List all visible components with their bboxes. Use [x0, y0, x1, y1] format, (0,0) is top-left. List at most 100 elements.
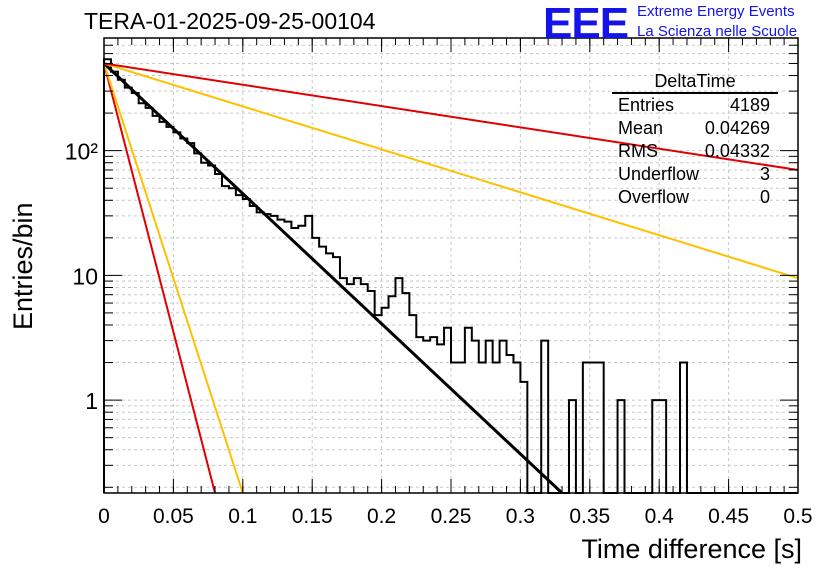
histogram-bin [451, 363, 458, 493]
stats-title: DeltaTime [612, 70, 778, 94]
histogram-bin [361, 284, 368, 493]
histogram-bin [229, 188, 236, 493]
stats-value: 0.04269 [704, 118, 770, 138]
grid-lines [104, 37, 798, 493]
stats-row-entries: Entries 4189 [612, 94, 778, 117]
histogram-bin [312, 238, 319, 493]
histogram-bin [520, 382, 527, 493]
histogram-bin [208, 166, 215, 493]
histogram-bin [472, 341, 479, 493]
x-axis-label: Time difference [s] [581, 534, 802, 564]
curve-fit [102, 62, 564, 495]
stats-row-mean: Mean 0.04269 [612, 117, 778, 140]
histogram-bin [507, 355, 514, 493]
histogram-bin [652, 400, 659, 493]
stats-label: Entries [618, 95, 675, 115]
histogram-bin [298, 226, 305, 493]
histogram-bin [500, 341, 507, 493]
histogram-bin [173, 132, 180, 493]
histogram-bin [333, 257, 340, 493]
histogram-bin [541, 341, 548, 493]
histogram-bin [389, 296, 396, 493]
chart-title: TERA-01-2025-09-25-00104 [84, 8, 376, 34]
y-tick-label: 10² [65, 139, 99, 165]
curve-orange-steep [103, 63, 244, 494]
x-tick-label: 0.25 [431, 505, 472, 528]
histogram-bin [618, 400, 625, 493]
x-tick-label: 0.2 [367, 505, 396, 528]
histogram-bin [597, 363, 604, 493]
stats-row-rms: RMS 0.04332 [612, 140, 778, 163]
logo-subtitle-1: Extreme Energy Events [637, 3, 795, 20]
curve-red-shallow [103, 62, 799, 171]
histogram-bin [271, 216, 278, 493]
histogram-bin [368, 291, 375, 493]
axis-ticks: 0 0.05 0.1 0.15 0.2 0.25 0.3 0.35 0.4 0.45 0.5 1 10 1… [65, 37, 813, 528]
histogram-bin [430, 337, 437, 493]
x-tick-label: 0.5 [783, 505, 812, 528]
x-tick-label: 0.35 [569, 505, 610, 528]
histogram-bin [194, 153, 201, 493]
histogram-bin [291, 228, 298, 493]
histogram-bin [395, 278, 402, 493]
histogram-bin [583, 363, 590, 493]
histogram-bin [187, 143, 194, 493]
histogram-bin [215, 174, 222, 493]
stats-row-underflow: Underflow 3 [612, 163, 778, 186]
histogram-bin [153, 116, 160, 493]
histogram-bin [659, 400, 666, 493]
histogram-bin [680, 363, 687, 493]
histogram-bin [347, 284, 354, 493]
histogram-bin [382, 308, 389, 493]
y-tick-label: 10 [72, 263, 98, 289]
curve-orange-shallow [103, 62, 799, 280]
histogram-bin [458, 363, 465, 493]
x-tick-label: 0.05 [153, 505, 194, 528]
histogram-bin [340, 278, 347, 493]
histogram-bin [264, 214, 271, 493]
curves-group [102, 62, 799, 495]
histogram-bin [590, 363, 597, 493]
y-tick-label: 1 [85, 388, 98, 414]
stats-label: Overflow [618, 187, 690, 207]
eee-logo: EEE [543, 0, 629, 48]
stats-label: Mean [618, 118, 664, 138]
x-tick-label: 0.1 [228, 505, 257, 528]
stats-label: RMS [618, 141, 658, 161]
histogram-bin [139, 103, 146, 493]
histogram-bin [402, 293, 409, 493]
histogram-bin [409, 315, 416, 493]
stats-value: 0 [759, 187, 770, 207]
histogram-bin [437, 344, 444, 493]
histogram-bin [444, 328, 451, 493]
histogram-bin [250, 206, 257, 493]
histogram-bin [319, 247, 326, 493]
histogram-bin [236, 195, 243, 493]
stats-row-overflow: Overflow 0 [612, 186, 778, 209]
histogram-bin [513, 363, 520, 493]
histogram-bin [354, 278, 361, 493]
histogram-bin [479, 363, 486, 493]
stats-value: 3 [759, 164, 770, 184]
logo-subtitle-2: La Scienza nelle Scuole [637, 23, 798, 40]
plot-frame [103, 37, 799, 494]
histogram-bin [465, 328, 472, 493]
stats-box: DeltaTime Entries 4189 Mean 0.04269 RMS … [612, 70, 778, 209]
histogram-bin [486, 341, 493, 493]
x-tick-label: 0.45 [708, 505, 749, 528]
stats-label: Underflow [618, 164, 700, 184]
x-tick-label: 0.15 [292, 505, 333, 528]
x-tick-label: 0 [98, 505, 110, 528]
histogram-bin [111, 72, 118, 493]
histogram-bin [375, 315, 382, 493]
x-tick-label: 0.3 [506, 505, 535, 528]
x-tick-label: 0.4 [645, 505, 675, 528]
histogram-bin [278, 220, 285, 493]
histogram-bin [257, 212, 264, 493]
stats-value: 4189 [729, 95, 770, 115]
histogram-bin [160, 122, 167, 493]
histogram-bin [284, 222, 291, 493]
histogram-bin [326, 253, 333, 493]
histogram-bin [243, 199, 250, 493]
